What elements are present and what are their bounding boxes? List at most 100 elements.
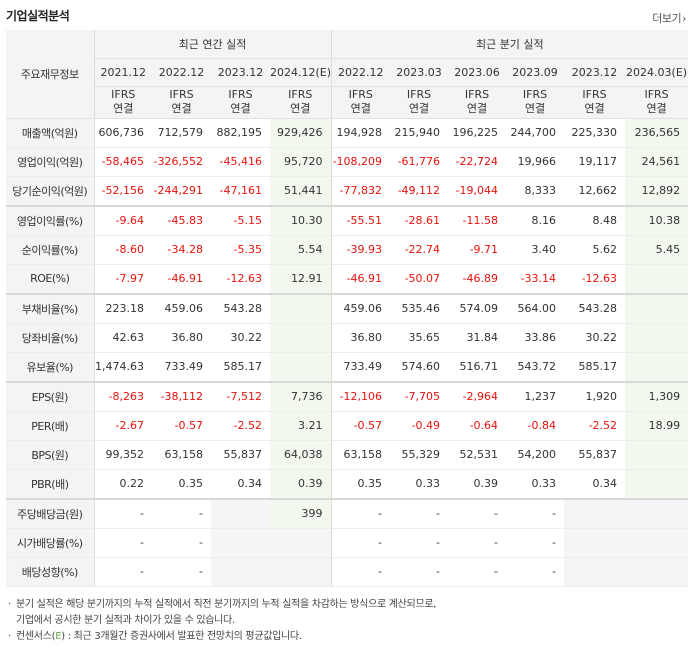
table-cell: 5.45 xyxy=(625,235,689,265)
table-cell: - xyxy=(152,557,211,587)
table-cell: - xyxy=(390,497,449,529)
more-link[interactable]: 더보기› xyxy=(652,10,686,26)
table-cell: 712,579 xyxy=(152,118,211,148)
financial-table: 주요재무정보 최근 연간 실적 최근 분기 실적 2021.12 2022.12 2… xyxy=(6,30,689,587)
table-cell xyxy=(270,557,332,587)
row-label: 영업이익률(%) xyxy=(6,204,95,236)
table-cell: - xyxy=(448,557,507,587)
table-cell: -12.63 xyxy=(564,264,626,294)
annual-group-header: 최근 연간 실적 xyxy=(94,30,332,59)
table-cell: 54,200 xyxy=(506,440,565,470)
table-cell xyxy=(211,497,270,529)
table-cell: 882,195 xyxy=(211,118,270,148)
table-cell: 12.91 xyxy=(270,264,332,294)
ifrs-label: IFRS 연결 xyxy=(506,86,565,119)
table-cell: 1,920 xyxy=(564,380,626,412)
ifrs-scope: 연결 xyxy=(290,102,311,115)
quarter-group-header: 최근 분기 실적 xyxy=(330,30,689,59)
more-label[interactable]: 더보기 xyxy=(652,12,682,25)
table-cell: 564.00 xyxy=(506,292,565,324)
table-cell: 574.60 xyxy=(390,352,449,382)
ifrs-scope: 연결 xyxy=(113,102,134,115)
table-row: 매출액(억원) 606,736 712,579 882,195 929,426 194,9… xyxy=(6,118,689,148)
table-cell: - xyxy=(330,528,391,558)
date-header: 2022.12 xyxy=(330,58,391,87)
row-label: EPS(원) xyxy=(6,380,95,412)
table-cell: 0.34 xyxy=(564,469,626,499)
table-cell: 196,225 xyxy=(448,118,507,148)
table-row: 영업이익(억원) -58,465 -326,552 -45,416 95,720 -108… xyxy=(6,147,689,177)
section-header: 기업실적분석 더보기› xyxy=(0,0,694,26)
table-cell: -108,209 xyxy=(330,147,391,177)
table-cell: 543.28 xyxy=(564,292,626,324)
table-cell: - xyxy=(94,497,152,529)
table-row: 시가배당률(%) - - - - - - xyxy=(6,528,689,558)
table-cell: -5.15 xyxy=(211,204,270,236)
table-cell: -46.89 xyxy=(448,264,507,294)
ifrs-type: IFRS xyxy=(228,88,253,101)
table-cell xyxy=(270,323,332,353)
table-cell: 244,700 xyxy=(506,118,565,148)
table-cell: 194,928 xyxy=(330,118,391,148)
table-cell: 55,837 xyxy=(211,440,270,470)
row-label: 당좌비율(%) xyxy=(6,323,95,353)
table-cell: 1,309 xyxy=(625,380,689,412)
ifrs-scope: 연결 xyxy=(408,102,430,115)
table-cell: 42.63 xyxy=(94,323,152,353)
row-label: 주당배당금(원) xyxy=(6,497,95,529)
table-cell: 8,333 xyxy=(506,176,565,206)
footnotes: · 분기 실적은 해당 분기까지의 누적 실적에서 직전 분기까지의 누적 실적을… xyxy=(8,597,436,645)
table-cell: 55,329 xyxy=(390,440,449,470)
table-cell: 63,158 xyxy=(152,440,211,470)
table-cell: 516.71 xyxy=(448,352,507,382)
ifrs-type: IFRS xyxy=(169,88,194,101)
table-cell: 3.21 xyxy=(270,411,332,441)
table-cell: -34.28 xyxy=(152,235,211,265)
ifrs-label: IFRS 연결 xyxy=(625,86,689,119)
table-cell: 51,441 xyxy=(270,176,332,206)
chevron-right-icon[interactable]: › xyxy=(682,12,686,25)
table-cell: 5.62 xyxy=(564,235,626,265)
table-cell: 31.84 xyxy=(448,323,507,353)
ifrs-scope: 연결 xyxy=(230,102,251,115)
table-cell: -12,106 xyxy=(330,380,391,412)
table-cell xyxy=(564,528,626,558)
table-cell: 52,531 xyxy=(448,440,507,470)
table-cell: 3.40 xyxy=(506,235,565,265)
table-cell: -11.58 xyxy=(448,204,507,236)
table-cell: -19,044 xyxy=(448,176,507,206)
table-cell: -28.61 xyxy=(390,204,449,236)
table-cell: 0.22 xyxy=(94,469,152,499)
table-row: ROE(%) -7.97 -46.91 -12.63 12.91 -46.91 -50.07… xyxy=(6,264,689,294)
table-cell xyxy=(625,469,689,499)
table-cell: -326,552 xyxy=(152,147,211,177)
table-cell xyxy=(625,323,689,353)
table-cell xyxy=(625,528,689,558)
table-cell: - xyxy=(152,497,211,529)
table-cell: 223.18 xyxy=(94,292,152,324)
table-row: PBR(배) 0.22 0.35 0.34 0.39 0.35 0.33 0.39 0.33 0.… xyxy=(6,469,689,499)
table-cell: -33.14 xyxy=(506,264,565,294)
table-cell: -0.57 xyxy=(152,411,211,441)
table-row: BPS(원) 99,352 63,158 55,837 64,038 63,158 55,3… xyxy=(6,440,689,470)
ifrs-label: IFRS 연결 xyxy=(152,86,211,119)
footnote-1-cont: 기업에서 공시한 분기 실적과 차이가 있을 수 있습니다. xyxy=(16,615,235,626)
table-cell: 543.28 xyxy=(211,292,270,324)
table-cell: 64,038 xyxy=(270,440,332,470)
table-cell: - xyxy=(94,528,152,558)
ifrs-type: IFRS xyxy=(644,88,669,101)
table-cell: 535.46 xyxy=(390,292,449,324)
date-header: 2023.09 xyxy=(506,58,565,87)
table-cell: 8.16 xyxy=(506,204,565,236)
table-cell: 399 xyxy=(270,497,332,529)
table-cell: -50.07 xyxy=(390,264,449,294)
footnote-1: · 분기 실적은 해당 분기까지의 누적 실적에서 직전 분기까지의 누적 실적을… xyxy=(8,597,436,613)
table-cell: 36.80 xyxy=(330,323,391,353)
table-cell: 10.38 xyxy=(625,204,689,236)
table-row: 유보율(%) 1,474.63 733.49 585.17 733.49 574.60 51… xyxy=(6,352,689,382)
date-header: 2024.12(E) xyxy=(270,58,332,87)
table-cell: 225,330 xyxy=(564,118,626,148)
table-cell: -52,156 xyxy=(94,176,152,206)
row-label: PBR(배) xyxy=(6,469,95,499)
table-cell: 585.17 xyxy=(564,352,626,382)
